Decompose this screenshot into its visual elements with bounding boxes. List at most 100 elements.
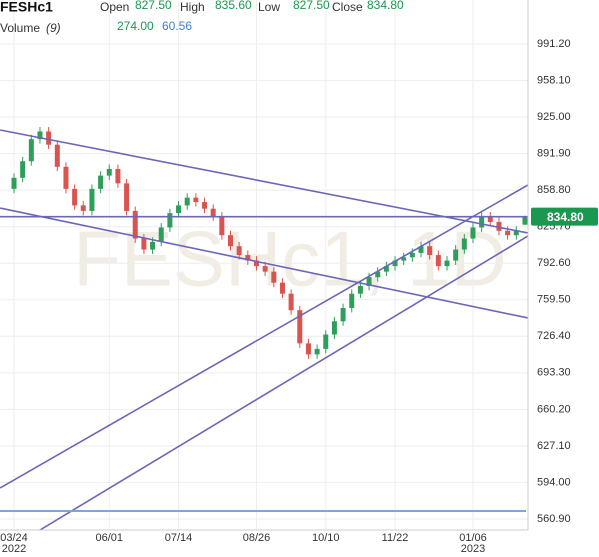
candle-body xyxy=(305,343,311,355)
ohlc-value: 835.60 xyxy=(215,0,252,12)
candle-body xyxy=(89,188,95,211)
candle-body xyxy=(184,197,190,206)
candle-body xyxy=(141,238,147,250)
candle-body xyxy=(80,205,86,211)
candle-body xyxy=(150,241,156,250)
candle-body xyxy=(453,249,459,261)
candle-body xyxy=(210,208,216,217)
candle-body xyxy=(262,266,268,272)
candle-body xyxy=(357,285,363,294)
candle-body xyxy=(297,310,303,344)
y-tick-label: 891.90 xyxy=(537,148,571,160)
candle-body xyxy=(279,282,285,294)
candle-body xyxy=(228,235,233,247)
trend-line xyxy=(0,207,528,319)
candle-body xyxy=(427,246,433,256)
symbol: FESHc1 xyxy=(0,0,53,15)
candle-body xyxy=(505,230,511,236)
candle-body xyxy=(470,227,476,239)
candle-body xyxy=(375,271,381,278)
ohlc-value: 827.50 xyxy=(293,0,330,12)
x-tick-label: 07/14 xyxy=(165,532,193,544)
candle-body xyxy=(158,227,164,242)
candle-body xyxy=(340,308,346,322)
x-tick-label: 01/06 xyxy=(459,532,487,544)
candle-body xyxy=(418,246,424,253)
candle-body xyxy=(124,183,130,211)
candle-body xyxy=(271,271,277,283)
candle-body xyxy=(46,131,52,145)
y-tick-label: 759.50 xyxy=(537,294,571,306)
x-tick-label: 08/26 xyxy=(243,532,271,544)
candle-body xyxy=(11,177,17,189)
volume-value: 274.00 xyxy=(117,19,154,33)
candle-body xyxy=(132,210,138,239)
volume-period: (9) xyxy=(46,21,61,35)
candle-body xyxy=(253,260,259,267)
candle-body xyxy=(176,205,182,214)
y-tick-label: 660.20 xyxy=(537,403,571,415)
candle-body xyxy=(435,255,441,267)
ohlc-value: 827.50 xyxy=(135,0,172,12)
x-tick-label: 06/01 xyxy=(95,532,123,544)
trend-line xyxy=(0,129,528,234)
candle-body xyxy=(331,321,337,335)
ohlc-name: Low xyxy=(258,0,280,14)
candle-body xyxy=(37,131,43,140)
candle-body xyxy=(323,334,329,349)
y-tick-label: 594.00 xyxy=(537,476,571,488)
ohlc-name: High xyxy=(180,0,205,14)
ohlc-value: 834.80 xyxy=(367,0,404,12)
candle-body xyxy=(314,348,320,355)
candle-body xyxy=(28,139,34,162)
candle-body xyxy=(522,216,528,225)
x-tick-label: 03/24 xyxy=(0,532,28,544)
y-tick-label: 693.30 xyxy=(537,367,571,379)
candle-body xyxy=(383,266,389,272)
candle-body xyxy=(349,293,355,309)
candle-body xyxy=(236,246,242,256)
trend-line xyxy=(0,184,528,489)
y-tick-label: 958.10 xyxy=(537,74,571,86)
candle-body xyxy=(193,197,199,203)
candle-body xyxy=(461,238,467,250)
y-tick-label: 925.00 xyxy=(537,111,571,123)
last-price-label: 834.80 xyxy=(547,210,584,224)
candle-body xyxy=(167,213,173,228)
candle-body xyxy=(409,252,415,258)
volume-label: Volume xyxy=(0,21,40,35)
candle-body xyxy=(479,216,485,228)
x-tick-label: 11/22 xyxy=(382,532,409,544)
x-tick-label: 10/10 xyxy=(312,532,340,544)
candle-body xyxy=(487,216,493,222)
candle-body xyxy=(219,216,225,236)
y-tick-label: 726.40 xyxy=(537,330,571,342)
y-tick-label: 991.20 xyxy=(537,38,571,50)
candle-body xyxy=(288,293,294,311)
candle-body xyxy=(202,202,208,209)
x-year-label: 2022 xyxy=(2,543,26,555)
ohlc-name: Close xyxy=(332,0,363,14)
candle-body xyxy=(496,221,502,231)
candle-body xyxy=(98,175,104,189)
candle-body xyxy=(20,161,26,178)
watermark: FESHc1, 1D xyxy=(73,215,506,303)
candle-body xyxy=(106,168,112,176)
y-tick-label: 858.80 xyxy=(537,184,571,196)
candle-body xyxy=(401,257,407,261)
candle-body xyxy=(392,260,398,267)
ohlc-name: Open xyxy=(100,0,129,14)
y-tick-label: 792.60 xyxy=(537,257,571,269)
trend-line xyxy=(39,235,528,530)
y-tick-label: 627.10 xyxy=(537,440,571,452)
candle-body xyxy=(63,166,69,189)
candle-body xyxy=(72,188,78,206)
candle-body xyxy=(513,230,519,236)
x-year-label: 2023 xyxy=(461,543,485,555)
y-tick-label: 560.90 xyxy=(537,513,571,525)
candle-body xyxy=(54,144,60,167)
candle-body xyxy=(444,260,450,267)
candle-body xyxy=(245,255,251,261)
candle-body xyxy=(366,277,372,286)
